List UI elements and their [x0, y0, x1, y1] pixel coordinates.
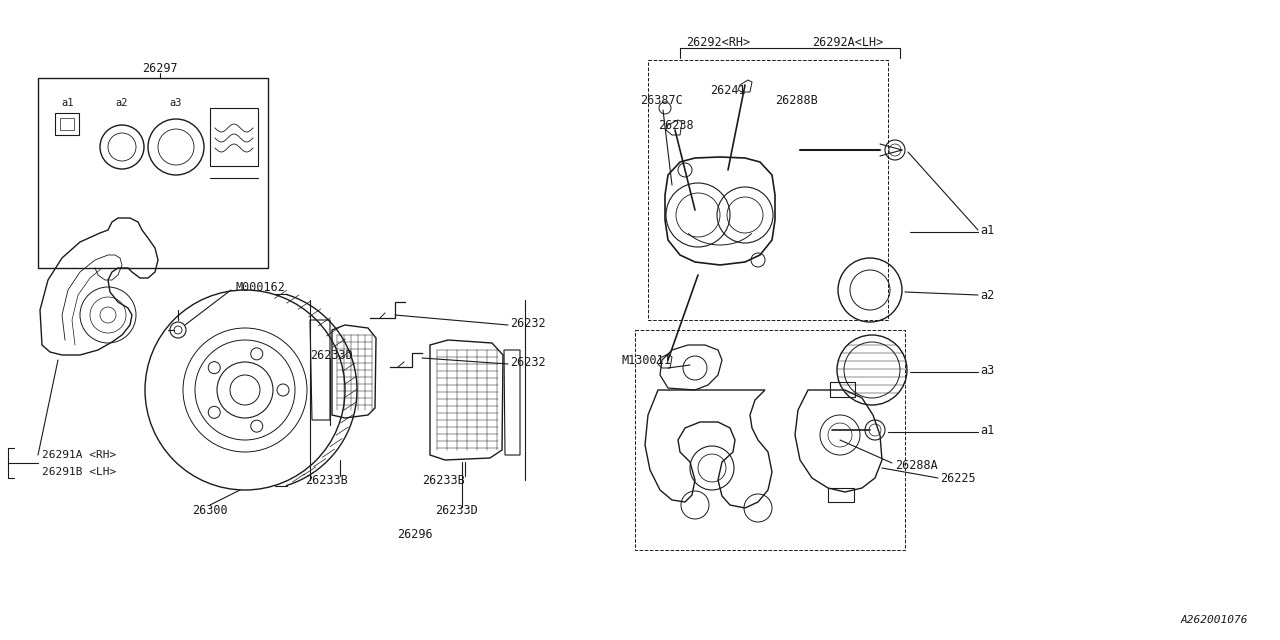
Text: 26291B <LH>: 26291B <LH> [42, 467, 116, 477]
Text: 26288A: 26288A [895, 458, 938, 472]
Text: 26233B: 26233B [422, 474, 465, 486]
Text: M000162: M000162 [236, 280, 285, 294]
Polygon shape [739, 80, 753, 92]
Text: 26225: 26225 [940, 472, 975, 484]
Text: 26238: 26238 [658, 118, 694, 131]
Bar [60, 118, 74, 130]
Text: a1: a1 [980, 424, 995, 436]
Text: 26292A<LH>: 26292A<LH> [813, 35, 883, 49]
Text: a2: a2 [980, 289, 995, 301]
Text: 26233B: 26233B [305, 474, 348, 486]
Bar [648, 60, 888, 320]
Text: a1: a1 [61, 98, 74, 108]
Circle shape [170, 322, 186, 338]
Text: a3: a3 [170, 98, 182, 108]
Text: a3: a3 [980, 364, 995, 376]
Text: 26292<RH>: 26292<RH> [686, 35, 750, 49]
Text: a1: a1 [980, 223, 995, 237]
Bar [828, 488, 854, 502]
Text: 26296: 26296 [397, 529, 433, 541]
Text: 26232: 26232 [509, 317, 545, 330]
Text: 26241: 26241 [710, 83, 746, 97]
Text: 26233D: 26233D [435, 504, 477, 516]
Text: 26297: 26297 [142, 61, 178, 74]
Bar [635, 330, 905, 550]
Text: A262001076: A262001076 [1180, 615, 1248, 625]
Text: 26300: 26300 [192, 504, 228, 516]
Text: 26387C: 26387C [640, 93, 682, 106]
Polygon shape [657, 354, 672, 368]
Text: 26291A <RH>: 26291A <RH> [42, 450, 116, 460]
Bar [38, 78, 268, 268]
Text: 26288B: 26288B [774, 93, 818, 106]
Text: 26233D: 26233D [310, 349, 353, 362]
Bar [55, 113, 79, 135]
Bar [210, 108, 259, 166]
Polygon shape [666, 120, 682, 135]
Text: M130011: M130011 [622, 353, 672, 367]
Text: 26232: 26232 [509, 355, 545, 369]
Bar [829, 382, 855, 397]
Text: a2: a2 [115, 98, 128, 108]
